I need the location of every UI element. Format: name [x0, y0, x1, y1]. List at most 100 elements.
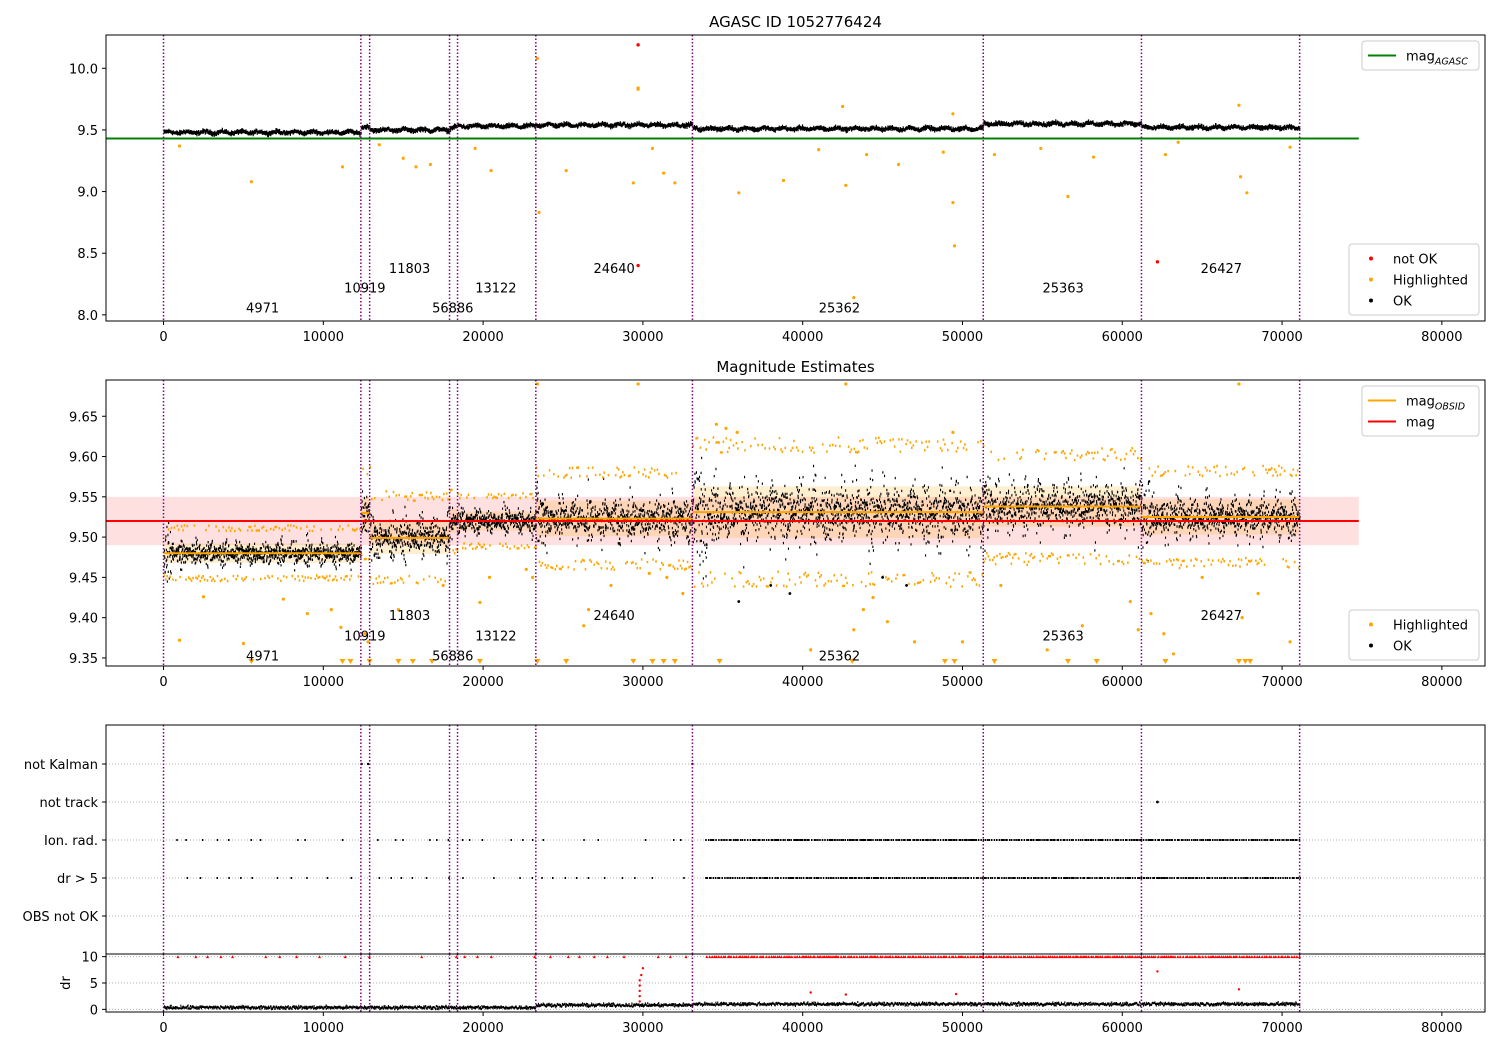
clip-flags-plot-area — [106, 762, 1485, 917]
top-highlighted-point — [1237, 103, 1241, 107]
middle-y-tick-label: 9.55 — [69, 491, 98, 506]
top-highlighted-point — [1238, 175, 1243, 179]
middle-obs-label: 56886 — [432, 650, 473, 665]
top-highlighted-point — [631, 181, 635, 185]
dr-red-point — [844, 993, 848, 996]
dr-red-point — [638, 984, 641, 987]
middle-highlighted-point — [1128, 599, 1132, 604]
middle-highlighted-point — [1045, 648, 1049, 652]
top-x-tick-label: 60000 — [1102, 330, 1143, 345]
top-title: AGASC ID 1052776424 — [709, 13, 882, 31]
top-highlighted-point — [636, 86, 640, 90]
middle-x-tick-label: 40000 — [782, 675, 823, 690]
dr-x-tick-label: 10000 — [303, 1021, 344, 1036]
middle-legend-label: OK — [1393, 640, 1412, 655]
top-not-ok-point — [1155, 260, 1160, 264]
middle-highlighted-point — [329, 608, 333, 612]
dr-ok-points — [163, 1001, 1301, 1011]
top-highlighted-point — [844, 183, 848, 187]
middle-highlighted-point — [1237, 382, 1241, 386]
middle-highlighted-point — [582, 624, 586, 628]
middle-highlighted-point — [912, 640, 917, 644]
middle-legend-swatch — [1369, 643, 1373, 648]
top-highlighted-point — [535, 56, 540, 61]
dr-x-tick-label: 60000 — [1102, 1021, 1143, 1036]
top-highlighted-point — [951, 112, 955, 116]
middle-x-tick-label: 50000 — [942, 675, 983, 690]
middle-obs-label: 13122 — [475, 629, 516, 644]
top-obs-label: 10919 — [344, 282, 385, 297]
middle-ok-outlier — [737, 600, 741, 603]
top-legend-swatch — [1369, 277, 1373, 282]
middle-highlighted-point — [177, 638, 182, 642]
top-highlighted-point — [537, 210, 541, 215]
top-highlighted-point — [249, 180, 254, 184]
middle-legend-frame — [1348, 609, 1480, 661]
top-highlighted-point — [941, 150, 945, 154]
middle-highlighted-point — [366, 640, 370, 644]
panel-flags: not Kalman not track Ion. rad. dr > 5 OBS no… — [23, 724, 1486, 955]
middle-low-limit-marker — [476, 659, 483, 664]
top-legend-swatch — [1369, 256, 1373, 261]
middle-low-limit-marker — [428, 659, 435, 664]
top-highlighted-point — [781, 178, 786, 183]
clip-middle-plot-area — [106, 382, 1359, 664]
dr-x-tick-label: 40000 — [782, 1021, 823, 1036]
middle-highlighted-point — [535, 382, 540, 386]
middle-x-tick-label: 0 — [159, 675, 167, 690]
top-highlighted-point — [1066, 194, 1070, 199]
dr-red-point — [809, 991, 812, 994]
middle-highlighted-point — [1149, 612, 1153, 616]
flags-point-not-kalman — [366, 762, 370, 766]
middle-highlighted-point — [586, 608, 591, 612]
middle-highlighted-point — [201, 595, 206, 599]
top-axes-frame — [105, 34, 1486, 322]
middle-low-limit-marker — [649, 659, 656, 664]
middle-highlighted-point — [339, 625, 343, 629]
middle-obs-label: 25363 — [1042, 629, 1083, 644]
middle-obs-label: 25362 — [819, 650, 860, 665]
top-x-tick-label: 80000 — [1421, 330, 1462, 345]
middle-ok-outlier — [788, 592, 792, 595]
top-highlighted-point — [1176, 140, 1180, 144]
middle-obs-label: 26427 — [1201, 609, 1242, 624]
top-highlighted-point — [865, 152, 869, 157]
top-y-tick-label: 8.5 — [77, 247, 98, 262]
middle-highlighted-point — [871, 595, 875, 600]
middle-low-limit-marker — [1162, 659, 1169, 664]
top-highlighted-point — [650, 146, 655, 151]
middle-highlighted-point — [951, 430, 955, 434]
top-highlighted-point — [1039, 146, 1043, 151]
flags-y-tick-label: not Kalman — [24, 758, 98, 773]
top-obs-label: 13122 — [475, 282, 516, 297]
middle-low-limit-marker — [991, 659, 998, 664]
middle-highlighted-point — [1288, 640, 1292, 644]
middle-highlighted-point — [524, 567, 528, 571]
middle-highlighted-point — [665, 575, 669, 579]
top-obs-label: 24640 — [593, 262, 634, 277]
top-obs-label: 26427 — [1201, 262, 1242, 277]
top-highlighted-point — [951, 201, 955, 205]
middle-x-tick-label: 80000 — [1421, 675, 1462, 690]
flags-points-dr-gt-5 — [186, 877, 1302, 879]
top-highlighted-point — [1288, 145, 1292, 149]
middle-legend-upper-right: magOBSID mag — [1361, 385, 1480, 437]
top-legend-upper-right: magAGASC — [1361, 40, 1480, 71]
middle-axes-frame — [105, 379, 1486, 667]
panel-agasc-magnitude: AGASC ID 1052776424 4971 10919 11803 5688613… — [69, 13, 1486, 345]
top-obs-label: 11803 — [389, 262, 430, 277]
middle-low-limit-marker — [716, 659, 723, 664]
clip-dr-plot-area — [106, 955, 1485, 1011]
top-highlighted-point — [817, 148, 821, 152]
top-y-tick-label: 9.5 — [77, 124, 98, 139]
middle-low-limit-marker — [248, 659, 255, 664]
middle-highlighted-point — [1171, 652, 1176, 656]
middle-y-tick-label: 9.60 — [69, 451, 98, 466]
dr-red-point — [638, 989, 641, 993]
middle-legend-label: Highlighted — [1393, 619, 1468, 634]
top-highlighted-point — [377, 143, 381, 147]
top-legend-frame — [1361, 40, 1480, 71]
middle-highlighted-point — [681, 591, 685, 596]
middle-low-limit-marker — [563, 659, 570, 664]
top-highlighted-point — [737, 191, 741, 195]
